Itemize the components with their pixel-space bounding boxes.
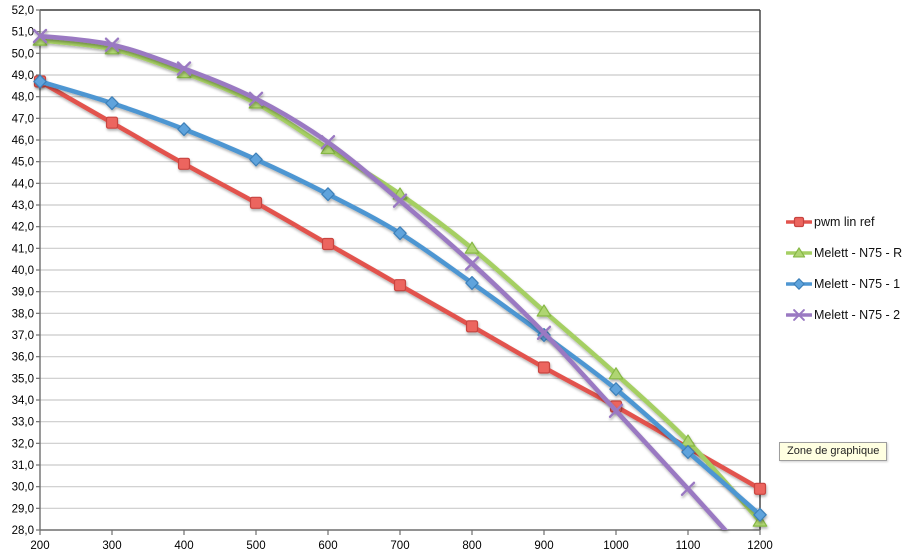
y-tick-label: 28,0 <box>12 525 34 537</box>
x-legend-swatch-icon <box>786 308 812 321</box>
y-tick-label: 42,0 <box>12 222 34 234</box>
x-tick-label: 1100 <box>676 540 701 552</box>
y-tick-label: 30,0 <box>12 482 34 494</box>
legend-label: Melett - N75 - R <box>814 245 903 260</box>
legend-item-melett-n75-1[interactable]: Melett - N75 - 1 <box>786 268 902 299</box>
legend-item-melett-n75-2[interactable]: Melett - N75 - 2 <box>786 299 902 330</box>
y-tick-label: 41,0 <box>12 243 34 255</box>
x-tick-label: 600 <box>318 540 337 552</box>
x-tick-label: 800 <box>462 540 481 552</box>
x-tick-label: 500 <box>246 540 265 552</box>
y-tick-label: 51,0 <box>12 27 34 39</box>
series-melett-n75-1[interactable] <box>33 74 767 522</box>
y-tick-label: 29,0 <box>12 503 34 515</box>
y-tick-label: 40,0 <box>12 265 34 277</box>
series-pwm-lin-ref[interactable] <box>33 75 767 495</box>
y-tick-label: 31,0 <box>12 460 34 472</box>
series-markers[interactable] <box>33 75 767 495</box>
triangle-legend-swatch-icon <box>786 246 812 258</box>
y-tick-label: 37,0 <box>12 330 34 342</box>
legend-label: Melett - N75 - 1 <box>814 276 901 291</box>
square-legend-swatch-icon <box>786 216 812 227</box>
x-tick-label: 200 <box>30 540 49 552</box>
x-tick-label: 300 <box>102 540 121 552</box>
x-tick-label: 400 <box>174 540 193 552</box>
y-tick-label: 45,0 <box>12 157 34 169</box>
chart-area-tooltip: Zone de graphique <box>779 442 888 461</box>
legend-label: Melett - N75 - 2 <box>814 307 901 322</box>
series-line[interactable] <box>40 33 760 558</box>
y-tick-label: 49,0 <box>12 70 34 82</box>
series-line[interactable] <box>40 79 760 518</box>
y-tick-label: 39,0 <box>12 287 34 299</box>
series-melett-n75-2[interactable] <box>32 28 760 558</box>
y-tick-label: 32,0 <box>12 438 34 450</box>
x-tick-label: 1200 <box>747 540 773 552</box>
y-tick-label: 48,0 <box>12 92 34 104</box>
y-tick-label: 52,0 <box>12 5 34 17</box>
y-tick-label: 43,0 <box>12 200 34 212</box>
y-tick-label: 44,0 <box>12 178 34 190</box>
x-tick-label: 900 <box>534 540 553 552</box>
gridlines <box>40 31 760 509</box>
x-tick-label: 700 <box>390 540 409 552</box>
y-tick-label: 50,0 <box>12 48 34 60</box>
y-tick-label: 34,0 <box>12 395 34 407</box>
y-tick-label: 47,0 <box>12 113 34 125</box>
series-markers[interactable] <box>32 28 696 497</box>
diamond-legend-swatch-icon <box>786 277 812 290</box>
y-tick-label: 36,0 <box>12 352 34 364</box>
y-tick-label: 38,0 <box>12 308 34 320</box>
legend-item-melett-n75-r[interactable]: Melett - N75 - R <box>786 237 902 268</box>
y-tick-label: 35,0 <box>12 373 34 385</box>
axes: 52,0 51,0 50,0 49,0 48,0 47,0 46,0 45,0 44,0 43,0… <box>12 5 773 552</box>
legend: pwm lin ref Melett - N75 - R Melett - N75 … <box>786 206 902 330</box>
y-tick-label: 46,0 <box>12 135 34 147</box>
y-tick-label: 33,0 <box>12 417 34 429</box>
legend-label: pwm lin ref <box>814 214 875 229</box>
legend-item-pwm-lin-ref[interactable]: pwm lin ref <box>786 206 902 237</box>
x-tick-label: 1000 <box>603 540 629 552</box>
